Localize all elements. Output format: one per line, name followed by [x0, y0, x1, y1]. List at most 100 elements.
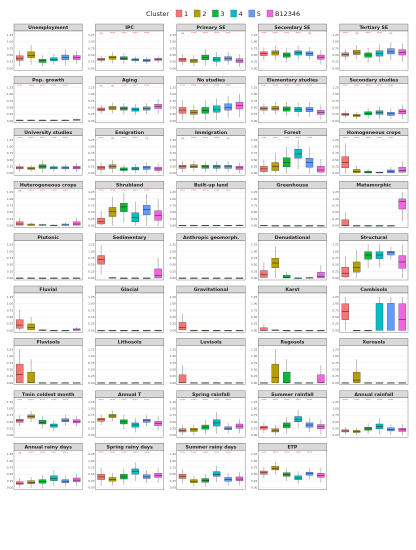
panel-plot-area [95, 30, 164, 71]
panel-30: Fluvisols 0.00 0.25 0.50 0.75 1.00 1.25 [7, 338, 83, 385]
y-tick-label: 1.25 [251, 295, 258, 299]
panel-title: Primary SE [197, 25, 226, 31]
y-tick-label: 0.75 [7, 46, 14, 50]
box-5 [305, 51, 314, 56]
significance-label: **** [203, 398, 209, 402]
y-tick-label: 0.00 [7, 66, 14, 70]
significance-label: **** [40, 450, 46, 454]
significance-label: **** [296, 398, 302, 402]
y-tick-label: 0.25 [251, 217, 258, 221]
y-tick-label: 0.50 [332, 210, 339, 214]
significance-label: **** [354, 136, 360, 140]
box-2 [108, 207, 117, 217]
significance-label: **** [144, 450, 150, 454]
y-tick-label: 0.25 [88, 217, 95, 221]
significance-label: **** [388, 136, 394, 140]
significance-label: **** [284, 84, 290, 88]
y-tick-label: 1.00 [88, 406, 95, 410]
y-tick-label: 0.75 [251, 204, 258, 208]
panel-14: Homogeneous crops 0.00 0.25 0.50 0.75 1.00 1.2… [332, 128, 409, 176]
y-tick-label: 0.50 [88, 472, 95, 476]
y-tick-label: 0.00 [251, 66, 258, 70]
significance-label: **** [121, 84, 127, 88]
significance-label: **** [63, 398, 69, 402]
y-tick-label: 1.00 [251, 459, 258, 463]
significance-label: **** [133, 188, 139, 192]
panel-plot-area [95, 83, 164, 123]
box-3 [38, 420, 47, 425]
y-tick-label: 1.00 [88, 249, 95, 253]
y-tick-label: 0.75 [7, 151, 14, 155]
significance-label: **** [40, 136, 46, 140]
y-tick-label: 0.00 [88, 66, 95, 70]
y-tick-label: 0.75 [88, 46, 95, 50]
box-B12346 [398, 198, 406, 210]
y-tick-label: 1.25 [332, 190, 339, 194]
box-B12346 [73, 328, 81, 331]
y-tick-label: 0.50 [170, 53, 177, 57]
box-2 [108, 164, 117, 169]
y-tick-label: 0.50 [170, 420, 177, 424]
y-tick-label: 0.25 [170, 269, 177, 273]
y-tick-label: 0.00 [332, 433, 339, 437]
y-tick-label: 0.75 [170, 99, 177, 103]
box-B12346 [317, 166, 325, 173]
y-tick-label: 0.75 [88, 466, 95, 470]
y-tick-label: 0.25 [251, 112, 258, 116]
significance-label: **** [296, 31, 302, 35]
legend-label-3: 3 [220, 10, 224, 18]
box-3 [201, 54, 209, 60]
y-tick-label: 1.00 [170, 144, 177, 148]
panel-29: Cambisols 0.00 0.25 0.50 0.75 1.00 1.25 [332, 285, 409, 333]
panel-plot-area [176, 83, 246, 123]
y-tick-label: 0.75 [251, 46, 258, 50]
y-tick-label: 0.75 [88, 99, 95, 103]
significance-label: **** [29, 188, 35, 192]
y-tick-label: 0.00 [88, 224, 95, 228]
panel-plot-area [13, 450, 83, 490]
panel-title: Gravitational [194, 287, 229, 293]
y-tick-label: 0.75 [251, 413, 258, 417]
y-tick-label: 0.50 [7, 263, 14, 267]
significance-label: **** [40, 398, 46, 402]
panel-plot-area [258, 83, 327, 123]
y-tick-label: 0.50 [251, 420, 258, 424]
y-tick-label: 1.25 [7, 33, 14, 37]
panel-plot-area [176, 30, 246, 71]
significance-label: **** [133, 31, 139, 35]
significance-label: **** [133, 398, 139, 402]
y-tick-label: 0.75 [88, 151, 95, 155]
y-tick-label: 0.75 [170, 256, 177, 260]
significance-label: **** [63, 84, 69, 88]
y-tick-label: 0.25 [332, 374, 339, 378]
significance-label: **** [343, 31, 349, 35]
panel-plot-area [176, 188, 246, 228]
y-tick-label: 1.00 [7, 302, 14, 306]
panel-title: Elementary studies [267, 78, 318, 84]
box-2 [27, 371, 35, 383]
y-tick-label: 1.25 [332, 400, 339, 404]
y-tick-label: 0.75 [7, 413, 14, 417]
panel-plot-area [95, 292, 164, 333]
panel-plot-area [339, 135, 409, 176]
significance-label: **** [191, 450, 197, 454]
y-tick-label: 1.25 [170, 295, 177, 299]
y-tick-label: 0.25 [7, 112, 14, 116]
y-tick-label: 0.00 [7, 224, 14, 228]
y-tick-label: 0.75 [170, 204, 177, 208]
y-tick-label: 1.25 [170, 243, 177, 247]
y-tick-label: 0.75 [332, 361, 339, 365]
significance-label: **** [99, 398, 105, 402]
significance-label: **** [63, 450, 69, 454]
box-3 [120, 56, 128, 60]
panel-plot-area [258, 450, 327, 490]
panel-26: Glacial 0.00 0.25 0.50 0.75 1.00 1.25 [88, 285, 164, 333]
box-B12346 [235, 476, 244, 481]
y-tick-label: 1.00 [170, 459, 177, 463]
y-tick-label: 0.00 [251, 328, 258, 332]
panel-title: Unemployment [28, 25, 69, 31]
panel-31: Lithosols 0.00 0.25 0.50 0.75 1.00 1.25 [88, 338, 164, 385]
box-3 [283, 275, 291, 279]
facet-panels: Unemployment 0.00 0.25 0.50 0.75 1.00 1.25 IPC 0… [7, 23, 409, 490]
